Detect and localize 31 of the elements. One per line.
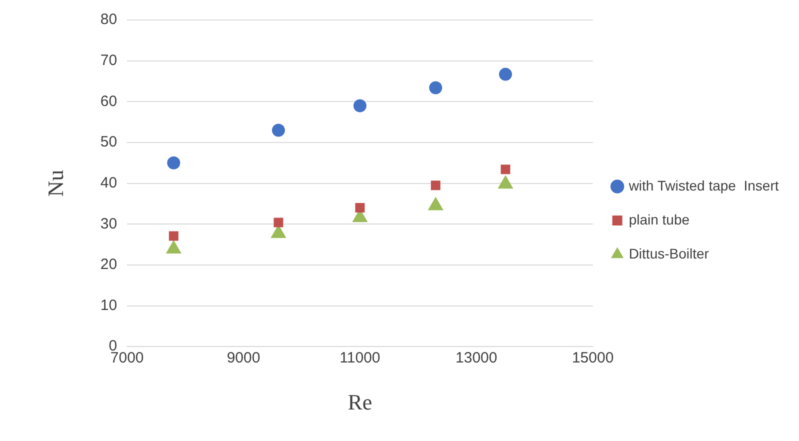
x-axis-title: Re bbox=[348, 390, 372, 415]
point bbox=[498, 68, 512, 81]
point bbox=[430, 180, 440, 190]
point bbox=[353, 99, 366, 112]
legend-label: Dittus-Boilter bbox=[628, 245, 710, 262]
y-axis-title: Nu bbox=[42, 170, 68, 197]
legend-label: with Twisted tape Insert bbox=[628, 177, 779, 194]
y-tick-label: 40 bbox=[100, 174, 118, 192]
point bbox=[272, 124, 285, 137]
point bbox=[168, 231, 178, 241]
x-tick-label: 15000 bbox=[572, 350, 614, 367]
y-tick-label: 50 bbox=[100, 134, 118, 151]
point bbox=[167, 156, 180, 170]
x-tick-label: 13000 bbox=[456, 350, 498, 367]
y-tick-label: 10 bbox=[100, 296, 118, 314]
x-tick-label: 11000 bbox=[340, 350, 380, 367]
point bbox=[429, 81, 442, 94]
point bbox=[274, 218, 284, 228]
point bbox=[498, 176, 513, 189]
point bbox=[355, 203, 365, 213]
legend-label: plain tube bbox=[628, 211, 690, 228]
point bbox=[271, 225, 286, 238]
y-tick-label: 70 bbox=[100, 52, 118, 69]
y-tick-label: 80 bbox=[100, 11, 118, 28]
point bbox=[500, 164, 510, 174]
point bbox=[428, 197, 444, 210]
x-tick-label: 9000 bbox=[226, 350, 260, 367]
y-tick-label: 20 bbox=[100, 256, 118, 274]
y-tick-label: 60 bbox=[100, 92, 118, 110]
y-tick-label: 30 bbox=[100, 215, 118, 232]
point bbox=[166, 240, 182, 254]
